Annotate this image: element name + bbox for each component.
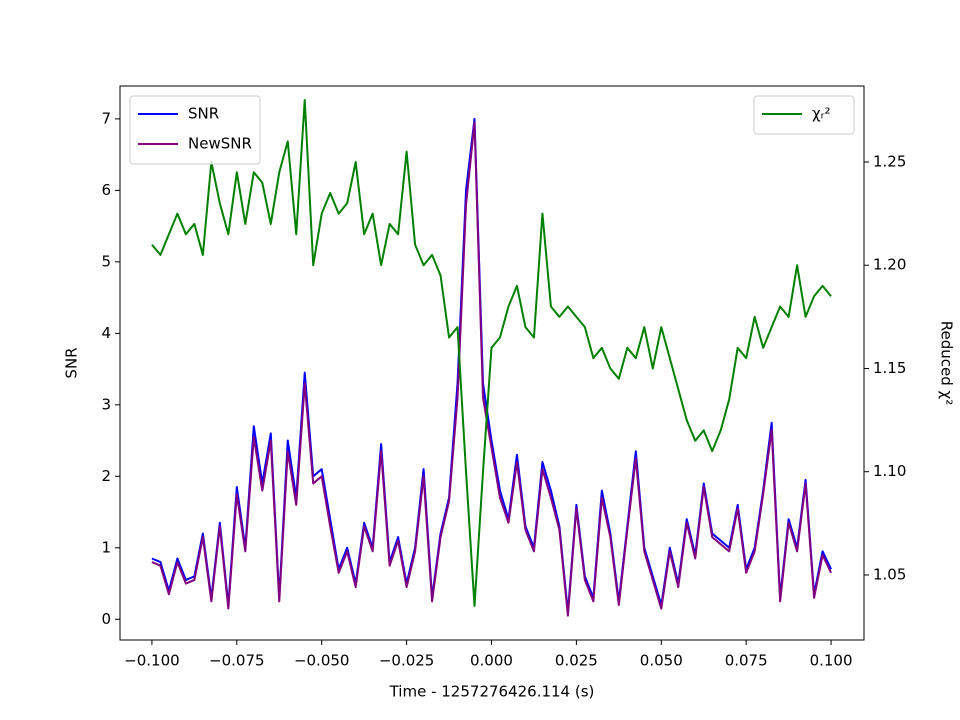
x-tick-label: −0.050: [294, 652, 350, 670]
x-tick-label: 0.050: [640, 652, 683, 670]
x-tick-label: 0.000: [470, 652, 513, 670]
x-tick-label: 0.075: [725, 652, 768, 670]
legend-label: χᵣ²: [812, 105, 831, 123]
y-tick-label: 6: [101, 181, 111, 199]
legend-label: SNR: [188, 105, 219, 123]
y-tick-label: 0: [101, 610, 111, 628]
y2-tick-label: 1.10: [873, 462, 906, 480]
x-tick-label: −0.100: [124, 652, 180, 670]
legend-label: NewSNR: [188, 135, 252, 153]
y2-tick-label: 1.15: [873, 359, 906, 377]
x-tick-label: −0.025: [379, 652, 435, 670]
plot-frame: [119, 85, 865, 641]
y-tick-label: 4: [101, 324, 111, 342]
series-line: [151, 121, 832, 617]
series-line: [151, 99, 832, 607]
y-tick-label: 1: [101, 538, 111, 556]
y-axis-label: SNR: [63, 347, 81, 378]
x-tick-label: −0.075: [209, 652, 265, 670]
y-tick-label: 2: [101, 467, 111, 485]
y2-tick-label: 1.25: [873, 152, 906, 170]
y-tick-label: 3: [101, 395, 111, 413]
x-axis-label: Time - 1257276426.114 (s): [389, 683, 595, 701]
y2-tick-label: 1.05: [873, 565, 906, 583]
y-tick-label: 7: [101, 109, 111, 127]
x-tick-label: 0.100: [810, 652, 853, 670]
y2-axis-label: Reduced χ²: [938, 321, 956, 405]
y2-tick-label: 1.20: [873, 256, 906, 274]
y-tick-label: 5: [101, 252, 111, 270]
series-line: [151, 117, 832, 614]
legend-box: [753, 95, 855, 135]
x-tick-label: 0.025: [555, 652, 598, 670]
